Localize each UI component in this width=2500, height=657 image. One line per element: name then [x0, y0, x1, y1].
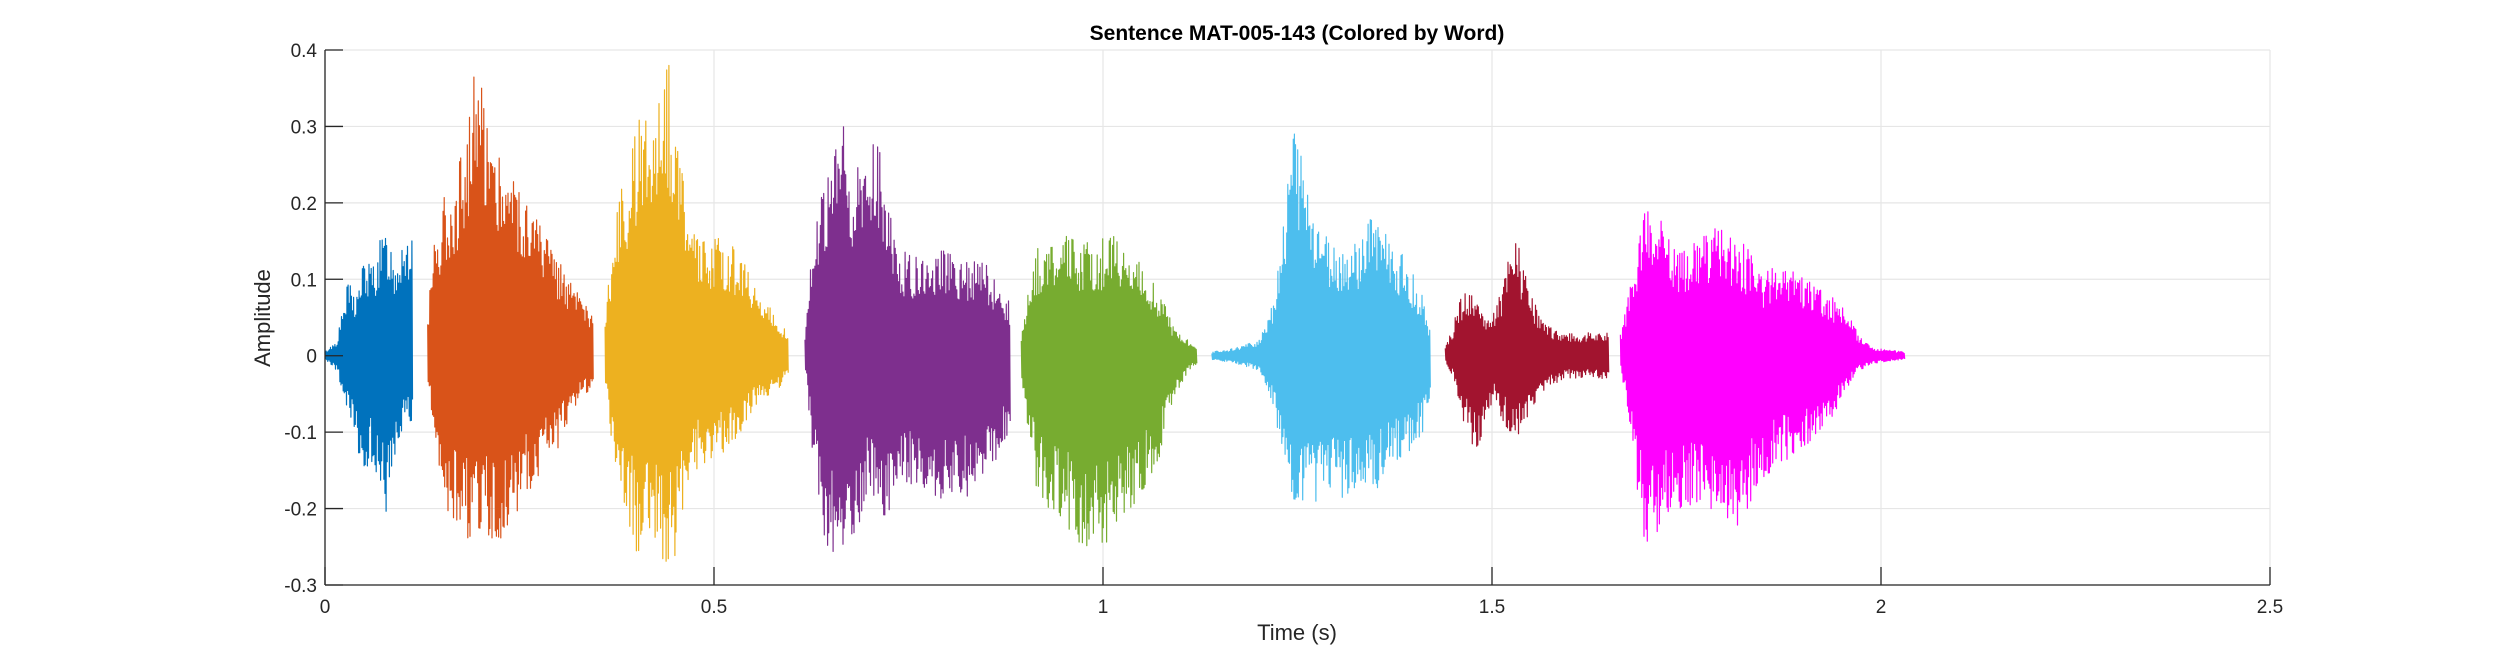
axes [324, 49, 2271, 586]
word-waveform-7 [1444, 243, 1610, 447]
x-tick-label: 1.5 [1479, 597, 1505, 618]
x-tick-label: 0 [320, 597, 331, 618]
y-tick-label: 0.2 [291, 194, 317, 215]
y-tick-label: 0.1 [291, 270, 317, 291]
y-tick-label: -0.3 [284, 576, 317, 597]
y-tick-label: -0.1 [284, 423, 317, 444]
word-waveform-4 [804, 126, 1011, 552]
y-tick-label: 0.4 [291, 41, 318, 62]
word-waveform-1 [324, 237, 414, 512]
word-waveform-6 [1211, 133, 1431, 502]
chart-title: Sentence MAT-005-143 (Colored by Word) [1090, 22, 1505, 45]
x-tick-label: 1 [1098, 597, 1109, 618]
tick-labels: 0 0.5 1 1.5 2 2.5 -0.3 -0.2 -0.1 0 0.1 0.2 0.3 0.4 [284, 41, 2283, 618]
x-axis-label: Time (s) [1257, 620, 1337, 645]
word-waveforms [324, 64, 1906, 562]
y-tick-label: 0.3 [291, 117, 317, 138]
word-waveform-8 [1619, 211, 1906, 542]
x-tick-label: 0.5 [701, 597, 727, 618]
word-waveform-5 [1020, 235, 1198, 547]
x-tick-label: 2.5 [2257, 597, 2283, 618]
word-waveform-3 [604, 64, 789, 562]
word-waveform-2 [427, 76, 594, 539]
x-tick-label: 2 [1876, 597, 1887, 618]
y-axis-label: Amplitude [250, 269, 275, 367]
y-tick-label: 0 [306, 347, 317, 368]
y-tick-label: -0.2 [284, 500, 317, 521]
